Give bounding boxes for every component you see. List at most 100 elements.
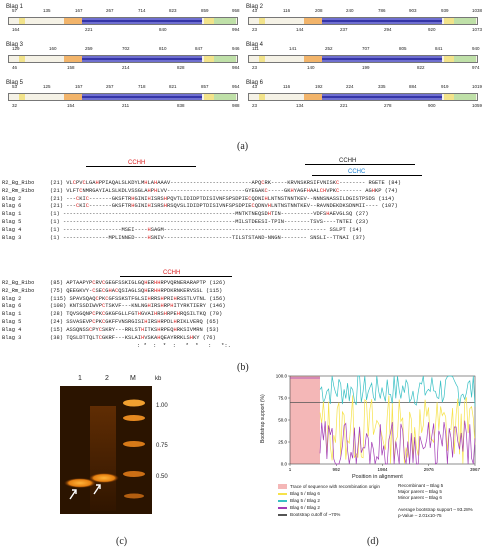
marker-label-2: 0.75 (156, 443, 168, 449)
alignment-row: R2_Rm_Ribo (21) VLFTCNMRGAYIALSLKDLVSSGLA… (2, 188, 398, 196)
panel-d-recombination-plot: 100.0 75.0 50.0 25.0 0.0 1 992 1984 2976 3967 Boo… (250, 370, 487, 535)
info-line: p-Value – 2.01x10-75 (398, 513, 442, 518)
position-bottom: 211 (122, 103, 130, 108)
sequence-name: R2_Bg_Ribo (2, 180, 35, 186)
gel-image (60, 386, 152, 514)
position-top: 208 (315, 8, 323, 13)
position-bottom: 974 (472, 65, 480, 70)
recombination-region (290, 376, 320, 464)
position-top: 847 (195, 46, 203, 51)
position-top: 252 (325, 46, 333, 51)
motif-label-cchh-red: CCHH (128, 160, 146, 166)
sequence-name: Blag 3 (2, 334, 22, 341)
motif-bar-cchc (312, 175, 422, 176)
position-top: 857 (201, 84, 209, 89)
y-tick-label: 0.0 (281, 462, 288, 467)
gel-bands-svg (64, 399, 145, 511)
sequence-text: (75) QEEGKVY-CSECGHACQSIAGLSQHERHHRPDKRN… (50, 287, 223, 294)
segment-green (214, 18, 236, 24)
position-top: 821 (169, 84, 177, 89)
segment-yellow (19, 18, 25, 24)
y-tick-label: 25.0 (278, 440, 287, 445)
alignment-row: Blag 4 (1) ------------------MSEI----HSAG… (2, 227, 362, 235)
position-bottom: 900 (428, 103, 436, 108)
segment-yellow (259, 18, 265, 24)
segment-green (454, 56, 476, 62)
legend-label: Trace of sequence with recombination ori… (290, 484, 380, 489)
legend-swatch (278, 484, 287, 489)
position-bottom: 221 (85, 27, 93, 32)
position-bottom: 1073 (472, 27, 483, 32)
segment-yellow-2 (444, 18, 454, 24)
legend-item: Blag 6 / Blag 2 (278, 504, 388, 511)
x-tick-label: 3967 (470, 467, 481, 472)
position-top: 919 (441, 84, 449, 89)
marker-label-3: 0.50 (156, 474, 168, 480)
position-top: 111 (252, 46, 259, 51)
position-top: 841 (435, 46, 443, 51)
position-bottom: 278 (384, 103, 392, 108)
sequence-text: (38) TQSLDTTQLTCGKRF---KSLAIHVSKAHQEAYRR… (50, 334, 216, 341)
unit-label-kb: kb (155, 376, 162, 382)
position-bottom: 838 (177, 103, 185, 108)
gene-structure-4: Blag 4 111 141 252 707 805 841 940 23 140 199 822 97… (246, 42, 482, 78)
sequence-text: (108) KNTSSDIWVPCTSKVF---KNLNGHIRSHRPHIT… (50, 303, 226, 310)
caption-d: (d) (367, 536, 379, 547)
alignment-block-2: R2_Bg_Ribo (85) APTAAPYPCRVCGEGFSSKIGLGQH… (2, 280, 487, 350)
sequence-name: R2_Bg_Ribo (2, 280, 35, 286)
alignment-row: Blag 5 (1) ------------------------------… (2, 219, 369, 227)
x-tick-label: 1984 (377, 467, 388, 472)
sequence-name: Blag 2 (2, 195, 22, 202)
segment-green (214, 56, 236, 62)
position-top: 259 (85, 46, 93, 51)
lane-2-band (89, 473, 119, 483)
alignment-row: Blag 5 (24) SSVASEVPCPKCGKFFVNSRGISIHIRSH… (2, 319, 219, 327)
caption-a: (a) (237, 141, 249, 152)
gene-bar (8, 17, 238, 25)
consensus-line: : * : * : * * : *:. (137, 343, 231, 349)
legend-label: Blag 5 / Blag 6 (290, 491, 320, 496)
position-top: 116 (283, 8, 291, 13)
position-top: 240 (346, 8, 354, 13)
gene-label: Blag 3 (6, 42, 24, 48)
y-tick-label: 100.0 (276, 374, 288, 379)
caption-c: (c) (116, 536, 128, 547)
sequence-text: (15) ASSQNSSCPYCSKRY---RRLSTHITKSHRPEQHR… (50, 326, 219, 333)
position-top: 718 (138, 84, 146, 89)
gene-structure-6: Blag 6 43 116 192 224 335 884 919 1019 23 134 221 27… (246, 80, 482, 116)
sequence-text: (85) APTAAPYPCRVCGEGFSSKIGLGQHERHHRPVQRN… (50, 280, 226, 286)
sequence-text: (21) ---CKIC-------GKSFTRHGINIHISRSHPQVT… (50, 195, 395, 202)
position-bottom: 158 (67, 65, 75, 70)
position-bottom: 199 (362, 65, 370, 70)
alignment-row: Blag 6 (21) ---CKIC-------GKSFTRHGINIHISR… (2, 203, 398, 211)
segment-yellow-2 (204, 94, 214, 100)
sequence-name: Blag 4 (2, 226, 22, 233)
segment-green (454, 18, 476, 24)
position-bottom: 46 (12, 65, 18, 70)
panel-a-gene-structures: Blag 1 57 135 167 267 714 823 859 958 164 221 840 99… (0, 0, 487, 155)
alignment-block-1: R2_Bg_Ribo (21) VLCPVCLGAHPPIAQALSLKDYLMH… (2, 180, 487, 250)
info-line: Major parent – Blag 5 (398, 489, 442, 494)
position-top: 43 (252, 8, 258, 13)
position-bottom: 221 (340, 103, 348, 108)
position-top: 702 (122, 46, 130, 51)
position-top: 940 (472, 46, 480, 51)
y-axis-label: Bootstrap support (%) (260, 394, 266, 444)
lane-2-smear (90, 406, 116, 511)
position-bottom: 822 (417, 65, 425, 70)
info-line: Minor parent – Blag 6 (398, 495, 442, 500)
series-blag5-blag2 (319, 375, 476, 407)
position-top: 157 (75, 84, 83, 89)
sequence-name: Blag 1 (2, 211, 22, 218)
motif-label-cchh-black: CCHH (339, 158, 357, 164)
marker-band-3 (123, 441, 145, 447)
marker-band-5 (124, 493, 144, 499)
position-top: 192 (315, 84, 323, 89)
sequence-text: (21) VLCPVCLGAHPPIAQALSLKDYLMHLAHAAAV---… (50, 180, 401, 186)
legend-label: Bootstrap cutoff of ~70% (290, 512, 341, 517)
segment-blue-core (322, 96, 442, 98)
sequence-text: (115) SPAVSQAQCPKCGFSSKSTFGLSIHRRSHPRIHR… (50, 295, 226, 302)
position-top: 257 (106, 84, 114, 89)
position-top: 786 (378, 8, 386, 13)
lane-label-m: M (130, 375, 136, 382)
